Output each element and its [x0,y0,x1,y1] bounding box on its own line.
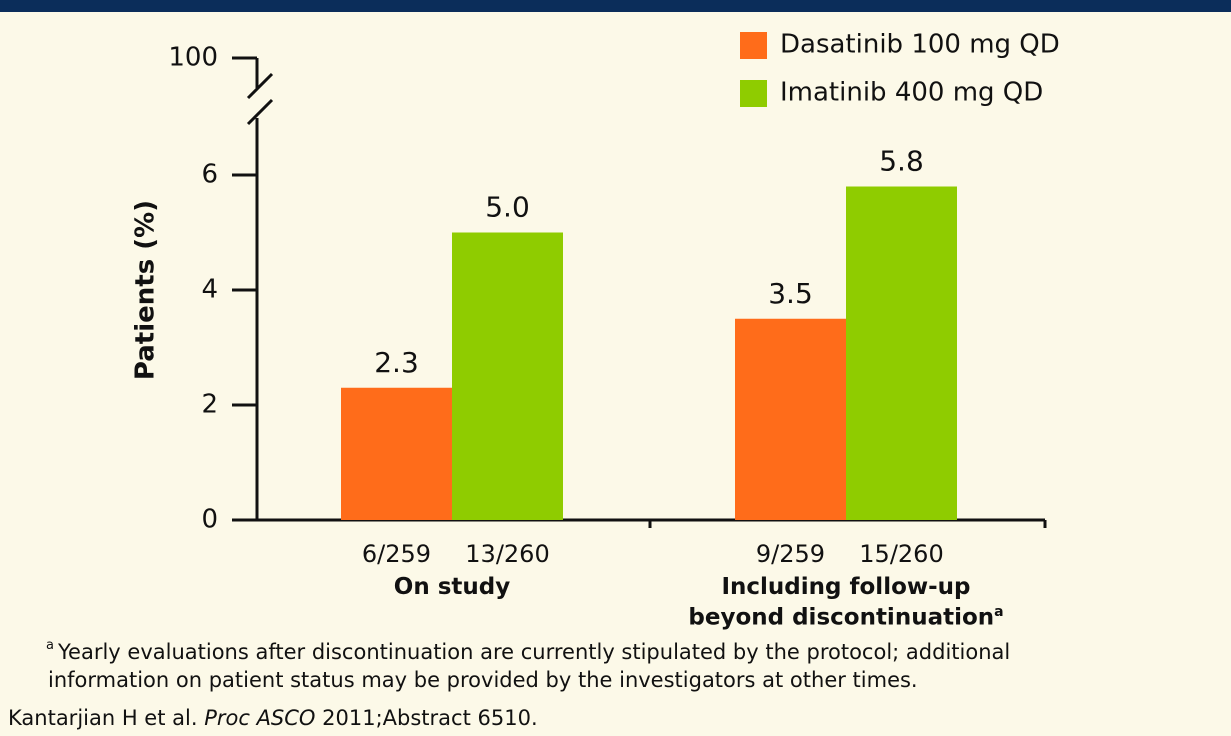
category-label: On study [252,575,652,600]
bar [735,318,846,520]
count-label: 6/259 [362,540,431,568]
count-label: 9/259 [756,540,825,568]
y-tick-label: 4 [201,275,218,305]
citation-authors: Kantarjian H et al. [8,706,198,730]
y-tick-label: 2 [201,390,218,420]
legend-swatch [740,32,767,59]
axis-break [246,98,274,126]
citation: Kantarjian H et al. Proc ASCO 2011;Abstr… [8,706,538,730]
legend-swatch [740,80,767,107]
bar [341,387,452,520]
footnote-mark: a [46,638,54,653]
citation-journal: Proc ASCO [204,706,316,730]
value-label: 5.0 [485,191,530,224]
footnote: a Yearly evaluations after discontinuati… [46,638,1011,694]
y-tick-label: 6 [201,160,218,190]
value-label: 5.8 [879,145,924,178]
bar [452,232,563,520]
category-footnote-mark: a [994,604,1004,620]
value-label: 3.5 [768,277,813,310]
category-text: On study [393,574,511,600]
legend-label: Imatinib 400 mg QD [780,78,1043,108]
footnote-line: information on patient status may be pro… [48,668,918,692]
category-label: Including follow-up beyond discontinuati… [646,575,1046,631]
value-label: 2.3 [374,346,419,379]
count-label: 13/260 [465,540,549,568]
y-axis-label: Patients (%) [131,200,161,380]
legend-label: Dasatinib 100 mg QD [780,30,1060,60]
citation-details: 2011;Abstract 6510. [322,706,538,730]
header-bar [0,0,1231,12]
y-tick-label: 100 [168,43,218,73]
bar [846,186,957,520]
category-text: Including follow-up beyond discontinuati… [688,574,995,631]
footnote-line: Yearly evaluations after discontinuation… [58,640,1011,664]
count-label: 15/260 [859,540,943,568]
y-tick-label: 0 [201,505,218,535]
axis-break [246,72,274,100]
